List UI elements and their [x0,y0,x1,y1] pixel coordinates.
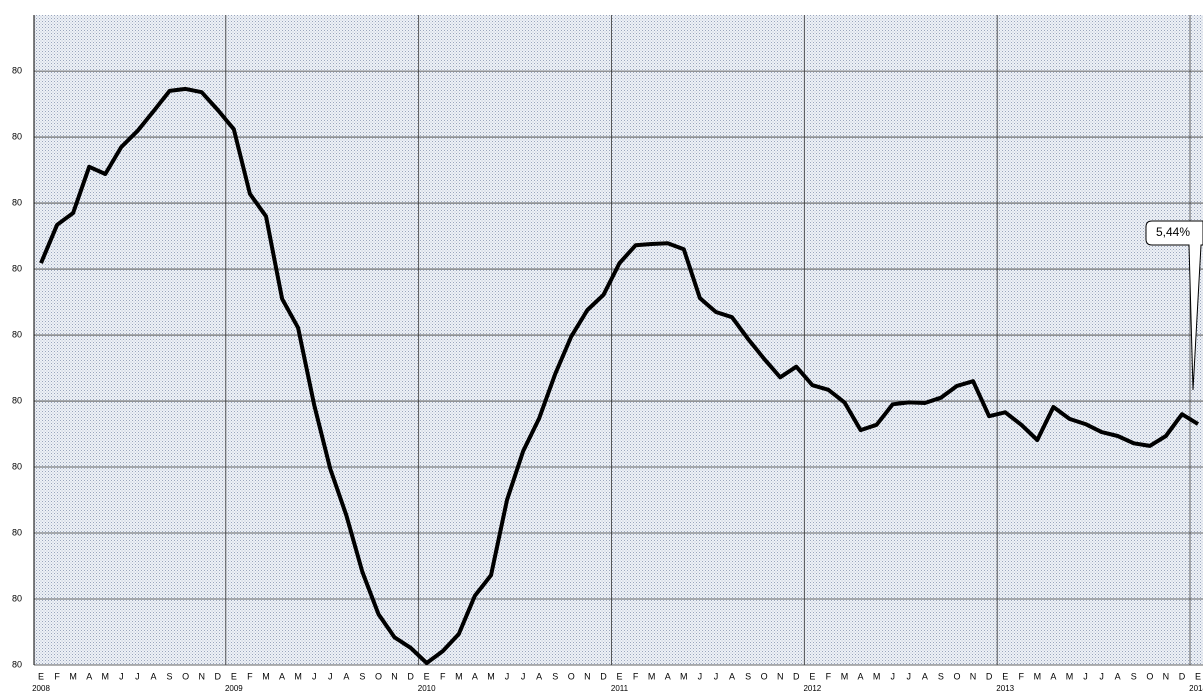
x-tick-label: M [455,671,463,681]
x-tick-label: N [584,671,591,681]
x-tick-label: F [826,671,832,681]
x-tick-label: M [841,671,849,681]
y-tick-label: 80 [12,329,22,339]
x-tick-label: M [1034,671,1042,681]
x-tick-label: M [262,671,270,681]
x-tick-label: J [505,671,510,681]
year-label: 2010 [418,684,436,693]
x-tick-label: M [873,671,881,681]
year-label: 2009 [225,684,243,693]
x-tick-label: O [761,671,768,681]
x-tick-label: M [102,671,110,681]
y-tick-label: 80 [12,395,22,405]
x-tick-label: A [1115,671,1121,681]
x-tick-label: O [1146,671,1153,681]
callout-box [1145,220,1203,391]
x-tick-label: D [215,671,222,681]
y-tick-label: 80 [12,527,22,537]
x-tick-label: N [391,671,398,681]
x-tick-label: A [150,671,156,681]
x-tick-label: M [648,671,656,681]
x-tick-label: J [1083,671,1088,681]
x-tick-label: S [745,671,751,681]
x-tick-label: N [198,671,205,681]
x-tick-label: J [328,671,333,681]
x-tick-label: E [809,671,815,681]
year-label: 2014 [1189,684,1203,693]
plot-area [34,15,1203,665]
y-tick-label: 80 [12,461,22,471]
x-tick-label: M [69,671,77,681]
x-tick-label: E [424,671,430,681]
x-tick-label: J [119,671,124,681]
x-tick-label: S [1131,671,1137,681]
x-tick-label: J [521,671,526,681]
x-tick-label: D [793,671,800,681]
x-tick-label: M [680,671,688,681]
y-tick-label: 80 [12,131,22,141]
x-tick-label: J [312,671,317,681]
x-tick-label: O [568,671,575,681]
marks [39,86,1200,665]
y-tick-label: 80 [12,659,22,669]
x-tick-label: A [472,671,478,681]
x-tick-label: E [38,671,44,681]
x-tick-label: A [343,671,349,681]
x-tick-label: S [167,671,173,681]
year-label: 2013 [996,684,1014,693]
x-tick-label: D [986,671,993,681]
x-tick-label: J [135,671,140,681]
x-tick-label: S [938,671,944,681]
x-tick-label: J [1099,671,1104,681]
x-tick-label: M [487,671,495,681]
x-tick-label: E [617,671,623,681]
year-label: 2012 [803,684,821,693]
x-tick-label: N [1163,671,1170,681]
x-tick-label: D [1179,671,1186,681]
x-tick-label: E [1195,671,1201,681]
annotation: 5,44% [1156,225,1190,239]
x-tick-label: F [247,671,253,681]
y-tick-label: 80 [12,65,22,75]
x-tick-label: O [953,671,960,681]
x-tick-label: A [1050,671,1056,681]
x-tick-label: N [970,671,977,681]
x-tick-label: S [359,671,365,681]
x-tick-label: J [698,671,703,681]
callout: 5,44% [1145,220,1203,391]
x-tick-label: F [633,671,639,681]
x-tick-label: J [907,671,912,681]
x-tick-label: A [536,671,542,681]
x-tick-label: A [279,671,285,681]
x-tick-label: J [890,671,895,681]
x-tick-label: O [182,671,189,681]
year-label: 2008 [32,684,50,693]
x-tick-label: F [54,671,60,681]
x-tick-label: F [1019,671,1025,681]
x-tick-label: F [440,671,446,681]
x-tick-label: A [729,671,735,681]
x-tick-label: M [294,671,302,681]
y-tick-label: 80 [12,263,22,273]
x-tick-label: S [552,671,558,681]
y-tick-label: 80 [12,593,22,603]
line [39,86,1200,665]
x-tick-label: E [231,671,237,681]
x-tick-label: E [1002,671,1008,681]
x-tick-label: D [407,671,414,681]
x-tick-label: M [1066,671,1074,681]
x-tick-label: A [922,671,928,681]
x-tick-label: D [600,671,607,681]
x-tick-label: A [858,671,864,681]
x-tick-label: J [714,671,719,681]
x-tick-label: N [777,671,784,681]
x-tick-label: O [375,671,382,681]
x-tick-label: A [86,671,92,681]
y-tick-label: 80 [12,197,22,207]
year-label: 2011 [611,684,629,693]
x-tick-label: A [665,671,671,681]
